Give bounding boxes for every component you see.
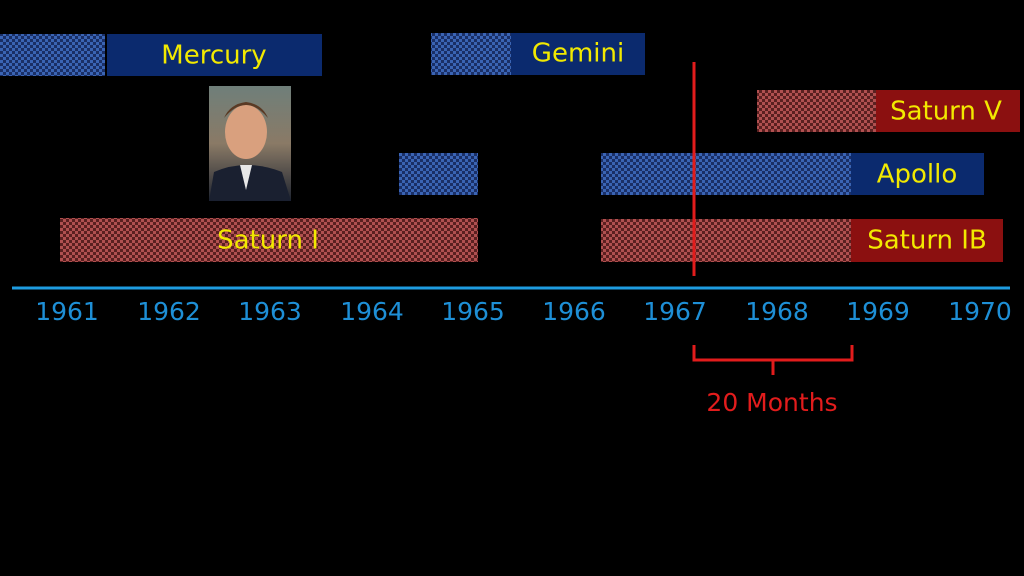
year-label: 1965	[441, 297, 505, 326]
year-label: 1964	[340, 297, 404, 326]
bar-label: Apollo	[877, 160, 958, 190]
bar-solid	[851, 153, 984, 195]
bar-solid	[851, 219, 1003, 262]
year-label: 1967	[643, 297, 707, 326]
portrait-photo	[209, 86, 291, 201]
bar-solid	[107, 34, 322, 76]
bar-pattern	[757, 90, 876, 132]
bar-pattern	[601, 153, 851, 195]
brace	[692, 345, 854, 375]
bar-pattern	[60, 218, 478, 262]
bar-pattern	[431, 33, 511, 75]
bar-solid	[511, 33, 645, 75]
bar-pattern	[601, 219, 851, 262]
year-label: 1969	[846, 297, 910, 326]
year-label: 1962	[137, 297, 201, 326]
bar-pattern	[399, 153, 478, 195]
bar-label: Gemini	[532, 39, 624, 69]
bar-pattern	[0, 34, 105, 76]
annotation: 20 Months	[706, 388, 837, 417]
year-label: 1970	[948, 297, 1012, 326]
year-label: 1968	[745, 297, 809, 326]
bar-label: Saturn V	[890, 97, 1002, 127]
bar-solid	[876, 90, 1020, 132]
year-label: 1961	[35, 297, 99, 326]
year-label: 1966	[542, 297, 606, 326]
bar-label: Saturn I	[217, 226, 319, 256]
bar-label: Mercury	[161, 41, 266, 71]
year-label: 1963	[238, 297, 302, 326]
bar-label: Saturn IB	[867, 226, 987, 256]
year-labels: 1961 1962 1963 1964 1965 1966 1967 1968 …	[35, 297, 1012, 326]
